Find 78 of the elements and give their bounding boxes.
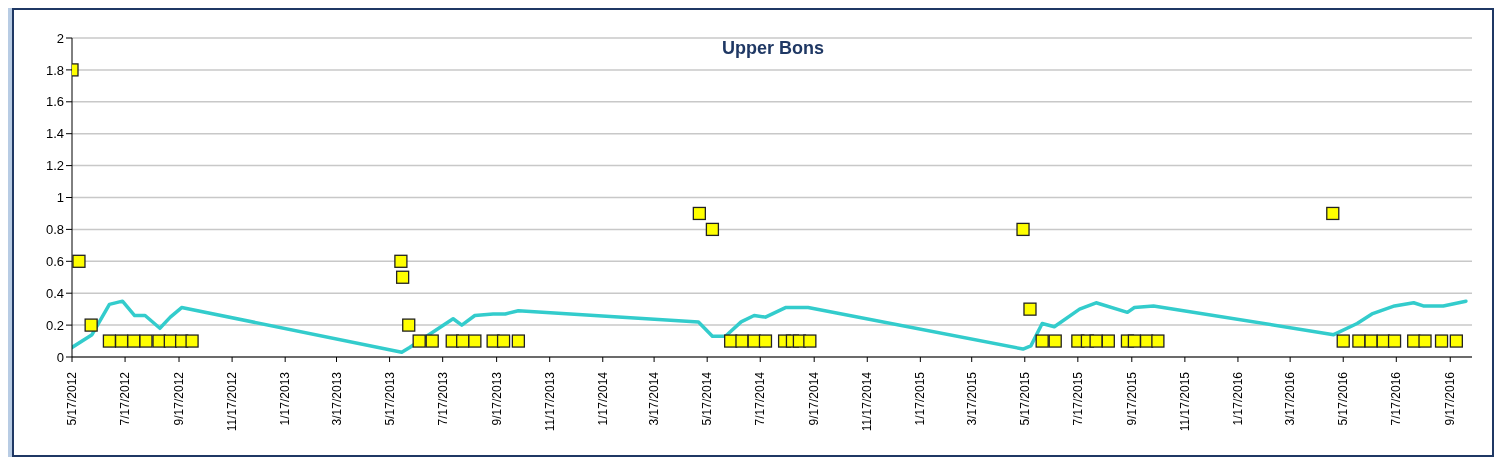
x-tick-label: 3/17/2014 <box>647 371 662 426</box>
y-tick-label: 0.8 <box>45 222 64 238</box>
point <box>1364 334 1378 348</box>
y-tick-label: 1.2 <box>45 158 64 174</box>
x-tick-label: 9/17/2012 <box>172 371 187 426</box>
point <box>1035 334 1049 348</box>
point <box>456 334 470 348</box>
y-tick-label: 0.4 <box>45 285 64 301</box>
point <box>803 334 817 348</box>
point <box>1023 302 1037 316</box>
x-tick-label: 3/17/2015 <box>964 371 979 426</box>
x-tick-label: 7/17/2013 <box>435 371 450 426</box>
x-tick-label: 1/17/2016 <box>1230 371 1245 426</box>
x-tick-label: 5/17/2013 <box>382 371 397 426</box>
x-tick-label: 9/17/2014 <box>807 371 822 426</box>
x-tick-label: 5/17/2014 <box>700 371 715 426</box>
y-tick-label: 1.4 <box>45 126 64 142</box>
point <box>1127 334 1142 348</box>
x-tick-label: 11/17/2013 <box>542 371 557 432</box>
point <box>1101 334 1115 348</box>
x-tick-label: 11/17/2015 <box>1177 371 1192 432</box>
x-tick-label: 5/17/2012 <box>65 371 79 426</box>
point <box>758 334 773 348</box>
point <box>1151 334 1165 348</box>
y-tick-label: 1 <box>56 190 64 206</box>
point <box>1449 334 1463 348</box>
y-tick-label: 1.8 <box>45 62 64 78</box>
point <box>1048 334 1062 348</box>
y-tick-label: 0 <box>56 349 64 365</box>
x-tick-label: 7/17/2012 <box>118 371 133 426</box>
point <box>468 334 482 348</box>
point <box>72 254 86 268</box>
point <box>395 270 410 284</box>
x-tick-label: 7/17/2016 <box>1389 371 1404 426</box>
x-tick-label: 11/17/2012 <box>225 371 240 432</box>
point <box>425 334 439 348</box>
x-tick-label: 3/17/2016 <box>1283 371 1298 426</box>
x-tick-label: 7/17/2014 <box>753 371 768 426</box>
x-tick-label: 11/17/2014 <box>860 371 875 432</box>
point <box>1387 334 1402 348</box>
x-tick-label: 5/17/2015 <box>1017 371 1032 426</box>
x-tick-label: 9/17/2015 <box>1124 371 1139 426</box>
point <box>152 334 166 348</box>
x-tick-label: 5/17/2016 <box>1336 371 1351 426</box>
x-tick-label: 3/17/2013 <box>329 371 344 426</box>
point <box>1418 334 1432 348</box>
y-tick-label: 1.6 <box>45 94 64 110</box>
point <box>412 334 426 348</box>
point <box>692 206 706 221</box>
point <box>402 318 416 332</box>
x-tick-label: 1/17/2014 <box>595 371 610 426</box>
x-tick-label: 9/17/2013 <box>489 371 504 426</box>
point <box>511 334 526 348</box>
x-tick-label: 9/17/2016 <box>1443 371 1458 426</box>
point <box>102 334 117 348</box>
x-tick-label: 7/17/2015 <box>1070 371 1085 426</box>
point <box>735 334 749 348</box>
chart-title: Upper Bons <box>721 38 825 59</box>
y-tick-label: 2 <box>56 30 64 46</box>
x-tick-label: 1/17/2015 <box>913 371 928 426</box>
point <box>496 334 511 348</box>
x-tick-label: 1/17/2013 <box>278 371 293 426</box>
point <box>127 334 141 348</box>
point <box>1434 334 1449 348</box>
point <box>1352 334 1366 348</box>
line-series <box>72 299 1468 354</box>
point <box>1016 222 1030 237</box>
y-tick-label: 0.2 <box>45 317 64 333</box>
y-tick-label: 0.6 <box>45 253 64 269</box>
point <box>1336 334 1350 348</box>
point <box>139 334 153 348</box>
point <box>1326 206 1340 221</box>
point <box>185 334 199 348</box>
point <box>394 254 408 268</box>
point <box>84 318 98 332</box>
point <box>705 222 720 237</box>
point <box>114 334 129 348</box>
point <box>1089 334 1103 348</box>
